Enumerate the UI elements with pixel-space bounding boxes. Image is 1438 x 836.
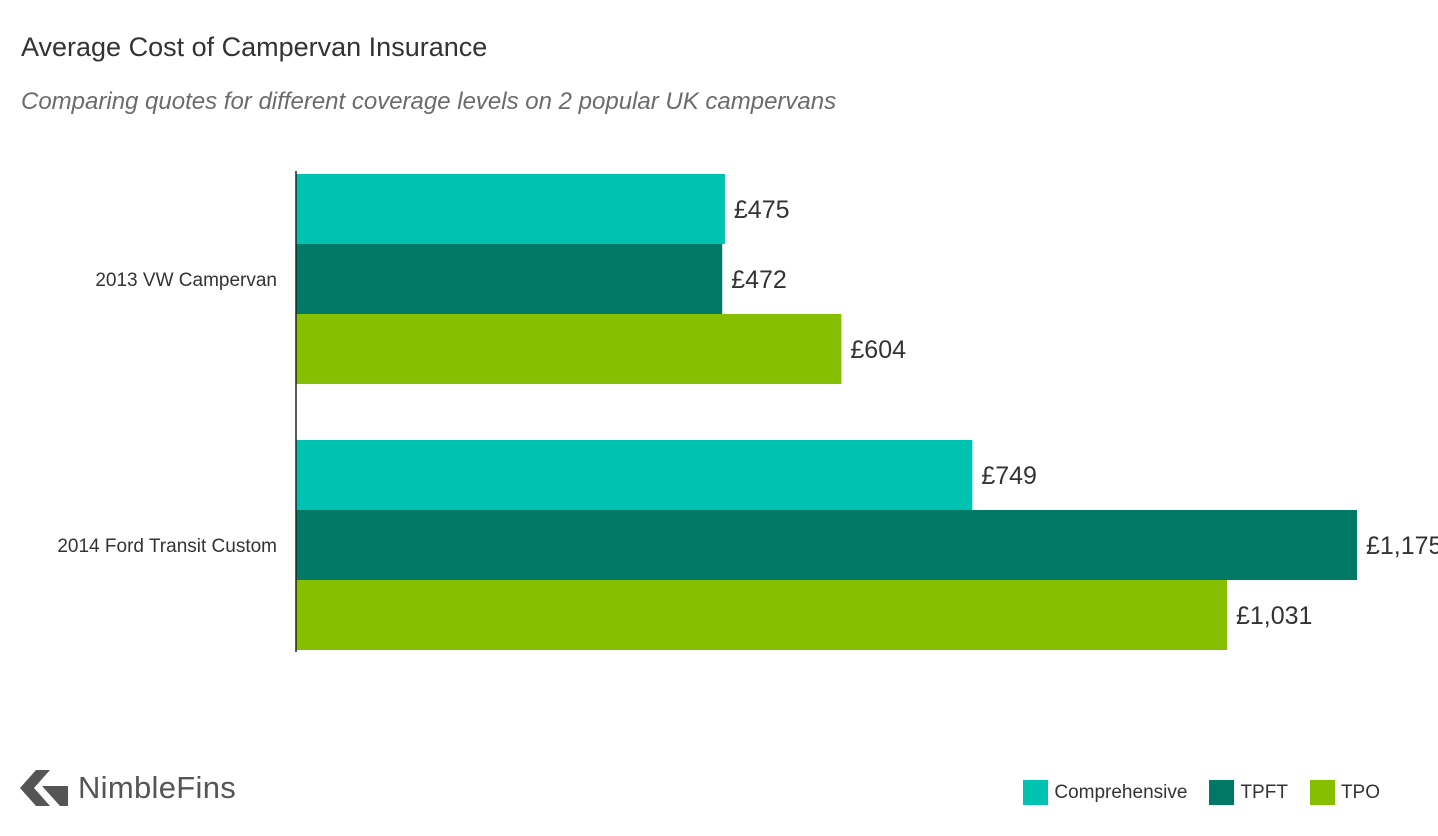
legend-swatch [1023,780,1049,805]
bar-comprehensive-2 [296,440,973,510]
bar-comprehensive-1 [296,174,725,244]
data-label: £604 [850,336,906,364]
legend-item-tpft: TPFT [1209,780,1288,805]
brand-logo: NimbleFins [20,768,236,808]
data-label: £475 [734,196,790,224]
legend-label: TPO [1340,781,1380,803]
legend-label: TPFT [1240,781,1288,803]
chart-legend: Comprehensive TPFT TPO [1001,780,1380,805]
category-label: 2013 VW Campervan [95,270,277,291]
nimblefins-arrow-icon [20,770,68,806]
bar-tpft-1 [296,244,723,314]
legend-swatch [1309,780,1335,805]
category-label: 2014 Ford Transit Custom [57,536,277,557]
brand-name: NimbleFins [78,770,237,805]
chart-subtitle: Comparing quotes for different coverage … [21,88,837,115]
data-label: £472 [731,266,787,294]
bar-tpo-1 [296,314,842,384]
bar-tpo-2 [296,580,1227,650]
legend-item-comprehensive: Comprehensive [1023,780,1187,805]
chart-title: Average Cost of Campervan Insurance [21,32,488,62]
legend-swatch [1209,780,1235,805]
legend-label: Comprehensive [1054,781,1188,803]
data-label: £1,175 [1366,532,1438,560]
legend-item-tpo: TPO [1309,780,1380,805]
data-label: £749 [981,462,1037,490]
bar-tpft-2 [296,510,1357,580]
data-label: £1,031 [1236,602,1312,630]
